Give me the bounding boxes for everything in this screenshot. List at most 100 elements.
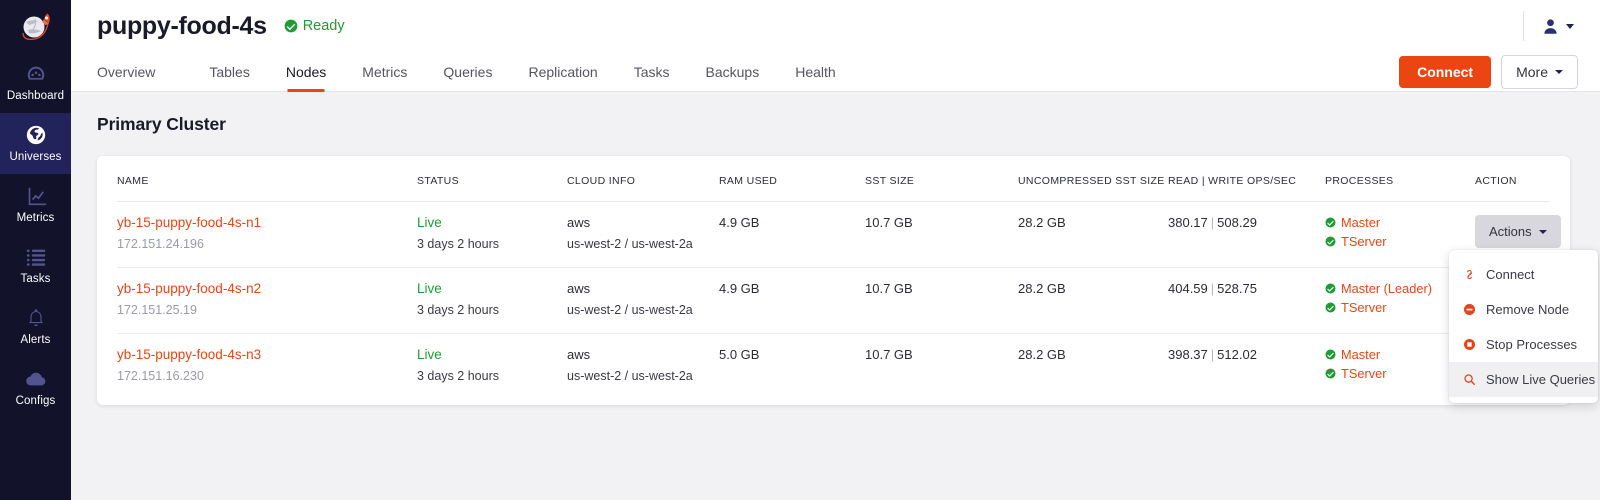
process-label: Master [1341, 347, 1381, 362]
check-circle-icon [1325, 349, 1336, 360]
cell-read-write-ops: 404.59 | 528.75 [1168, 267, 1325, 334]
cloud-region: us-west-2 / us-west-2a [567, 237, 693, 251]
sidebar-item-alerts[interactable]: Alerts [0, 296, 71, 357]
column-header-action: ACTION [1475, 156, 1550, 202]
process-label: TServer [1341, 300, 1387, 315]
cell-ram-used: 4.9 GB [719, 267, 865, 334]
topbar-divider [1523, 11, 1524, 41]
tab-metrics[interactable]: Metrics [362, 63, 408, 80]
node-uptime: 3 days 2 hours [417, 237, 499, 251]
menu-item-label: Remove Node [1486, 302, 1570, 317]
app-logo[interactable] [0, 0, 71, 52]
universe-tabs: Overview Tables Nodes Metrics Queries Re… [71, 52, 1600, 92]
node-status: Live [417, 215, 442, 230]
table-row: yb-15-puppy-food-4s-n2 172.151.25.19 Liv… [117, 267, 1550, 334]
tab-overview[interactable]: Overview [97, 63, 156, 80]
sidebar-item-configs[interactable]: Configs [0, 357, 71, 418]
sidebar-item-metrics[interactable]: Metrics [0, 174, 71, 235]
link-icon [1466, 269, 1473, 280]
cell-cloud-info: aws us-west-2 / us-west-2a [567, 334, 719, 406]
check-circle-icon [1325, 217, 1336, 228]
sidebar-item-label: Metrics [16, 212, 55, 224]
cell-uncompressed-sst-size: 28.2 GB [1018, 267, 1168, 334]
tab-queries[interactable]: Queries [443, 63, 493, 80]
connect-button[interactable]: Connect [1399, 55, 1492, 88]
check-circle-icon [1325, 236, 1336, 247]
actions-button-label: Actions [1489, 224, 1532, 239]
sidebar-item-tasks[interactable]: Tasks [0, 235, 71, 296]
more-button[interactable]: More [1501, 54, 1578, 89]
list-icon [26, 249, 45, 266]
process-master: Master [1325, 347, 1475, 362]
nav-actions: Connect More [1399, 52, 1578, 91]
node-name-link[interactable]: yb-15-puppy-food-4s-n3 [117, 347, 262, 362]
menu-item-remove-node[interactable]: Remove Node [1449, 292, 1598, 327]
column-header-status: STATUS [417, 156, 567, 202]
node-name-link[interactable]: yb-15-puppy-food-4s-n1 [117, 215, 262, 230]
page-title: puppy-food-4s [97, 11, 267, 40]
node-uptime: 3 days 2 hours [417, 303, 499, 317]
content-area: Primary Cluster NAME STATUS CLOUD INFO R… [71, 92, 1600, 405]
tab-tables[interactable]: Tables [209, 63, 250, 80]
search-icon [1464, 374, 1475, 385]
tab-list: Overview Tables Nodes Metrics Queries Re… [97, 52, 854, 91]
tab-tasks[interactable]: Tasks [633, 63, 670, 80]
menu-item-label: Show Live Queries [1486, 372, 1596, 387]
menu-item-connect[interactable]: Connect [1449, 257, 1598, 292]
cell-name: yb-15-puppy-food-4s-n1 172.151.24.196 [117, 201, 417, 268]
process-label: TServer [1341, 366, 1387, 381]
menu-item-stop-processes[interactable]: Stop Processes [1449, 327, 1598, 362]
column-header-uncompressed-sst-size: UNCOMPRESSED SST SIZE [1018, 156, 1168, 202]
tab-replication[interactable]: Replication [528, 63, 598, 80]
rocket-globe-logo-icon [21, 13, 50, 41]
process-master: Master [1325, 215, 1475, 230]
node-ip: 172.151.24.196 [117, 237, 204, 251]
tab-health[interactable]: Health [795, 63, 836, 80]
actions-dropdown-menu: Connect Remove Node Stop Processes [1449, 250, 1598, 403]
process-tserver: TServer [1325, 300, 1475, 315]
cluster-title: Primary Cluster [97, 114, 226, 134]
topbar-right [1523, 11, 1578, 41]
check-circle-icon [1325, 302, 1336, 313]
cloud-upload-icon [25, 372, 45, 386]
nodes-table-body: yb-15-puppy-food-4s-n1 172.151.24.196 Li… [117, 201, 1561, 406]
chevron-down-icon [1566, 23, 1574, 29]
menu-item-show-live-queries[interactable]: Show Live Queries [1449, 362, 1598, 397]
cell-ram-used: 5.0 GB [719, 347, 760, 362]
node-name-link[interactable]: yb-15-puppy-food-4s-n2 [117, 281, 262, 296]
avatar[interactable] [1542, 18, 1578, 35]
cell-uncompressed-sst-size: 28.2 GB [1018, 347, 1066, 362]
process-label: TServer [1341, 234, 1387, 249]
process-tserver: TServer [1325, 366, 1475, 381]
column-header-name: NAME [117, 156, 417, 202]
chevron-down-icon [1538, 229, 1547, 234]
cell-status: Live 3 days 2 hours [417, 201, 567, 268]
rw-separator: | [1210, 347, 1215, 362]
main-area: puppy-food-4s Ready [71, 0, 1600, 500]
cloud-region: us-west-2 / us-west-2a [567, 369, 693, 383]
globe-icon [26, 125, 45, 145]
nodes-table: NAME STATUS CLOUD INFO RAM USED SST SIZE… [117, 156, 1561, 406]
cell-processes: Master TServer [1325, 201, 1475, 268]
write-ops-value: 512.02 [1217, 347, 1257, 362]
actions-button[interactable]: Actions [1475, 215, 1561, 248]
table-header-row: NAME STATUS CLOUD INFO RAM USED SST SIZE… [117, 156, 1550, 202]
node-ip: 172.151.16.230 [117, 369, 204, 383]
tab-nodes[interactable]: Nodes [268, 52, 344, 91]
column-header-ram-used: RAM USED [719, 156, 865, 202]
write-ops-value: 528.75 [1217, 281, 1257, 296]
process-master: Master (Leader) [1325, 281, 1475, 296]
cell-name: yb-15-puppy-food-4s-n3 172.151.16.230 [117, 334, 417, 406]
nodes-table-head: NAME STATUS CLOUD INFO RAM USED SST SIZE… [117, 156, 1550, 202]
sidebar-item-dashboard[interactable]: Dashboard [0, 52, 71, 113]
column-header-cloud-info: CLOUD INFO [567, 156, 719, 202]
chart-line-icon [28, 187, 46, 206]
cloud-provider: aws [567, 215, 591, 230]
sidebar-item-universes[interactable]: Universes [0, 113, 71, 174]
tab-backups[interactable]: Backups [705, 63, 760, 80]
rw-separator: | [1210, 215, 1215, 230]
chevron-down-icon [1555, 69, 1563, 74]
read-ops-value: 398.37 [1168, 347, 1208, 362]
more-button-label: More [1516, 63, 1548, 80]
